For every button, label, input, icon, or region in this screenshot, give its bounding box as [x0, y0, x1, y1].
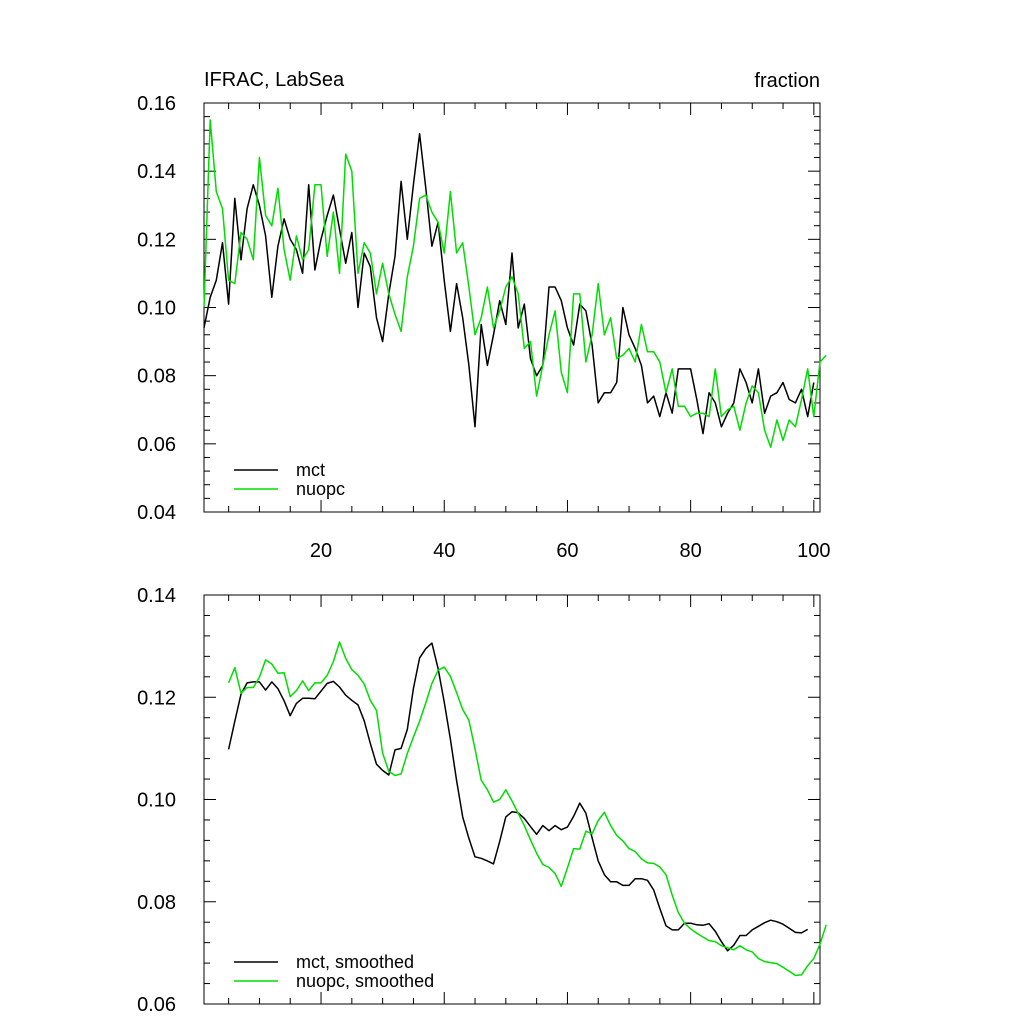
top-panel: IFRAC, LabSea fraction 20 40 60 80 100 0.04 0.…: [137, 69, 830, 562]
legend-label: nuopc: [296, 479, 345, 499]
y-tick-label: 0.08: [137, 366, 176, 388]
y-tick-label: 0.06: [137, 994, 176, 1016]
y-tick-label: 0.12: [137, 229, 176, 251]
y-tick-label: 0.10: [137, 790, 176, 812]
x-tick-label: 80: [680, 540, 702, 562]
y-tick-label: 0.14: [137, 161, 176, 183]
y-tick-label: 0.14: [137, 585, 176, 607]
series-line-0: [227, 642, 809, 952]
y-tick-label: 0.04: [137, 502, 176, 524]
y-tick-label: 0.06: [137, 434, 176, 456]
y-tick-label: 0.12: [137, 687, 176, 709]
y-tick-label: 0.08: [137, 892, 176, 914]
series-line-1: [227, 641, 827, 977]
chart-title: IFRAC, LabSea: [204, 69, 345, 91]
units-label: fraction: [754, 70, 820, 92]
x-tick-label: 60: [556, 540, 578, 562]
x-tick-label: 100: [797, 540, 830, 562]
x-tick-label: 20: [310, 540, 332, 562]
plot-frame-top: [203, 102, 821, 513]
legend-label: mct, smoothed: [296, 952, 414, 972]
legend-label: nuopc, smoothed: [296, 971, 434, 991]
series-line-1: [203, 119, 827, 448]
bottom-panel: 0.06 0.08 0.10 0.12 0.14 mct, smoothednuopc,…: [137, 585, 827, 1016]
y-tick-label: 0.16: [137, 93, 176, 115]
series-line-0: [203, 132, 815, 435]
x-tick-label: 40: [433, 540, 455, 562]
y-tick-label: 0.10: [137, 298, 176, 320]
legend-label: mct: [296, 460, 325, 480]
